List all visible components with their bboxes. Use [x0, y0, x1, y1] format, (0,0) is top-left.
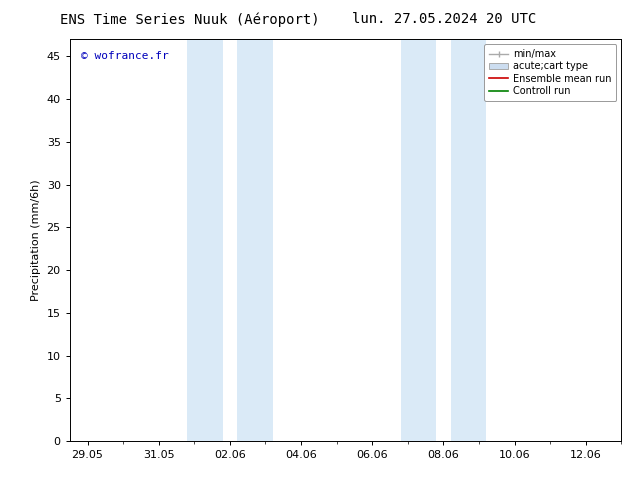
Bar [187, 39, 223, 441]
Y-axis label: Precipitation (mm/6h): Precipitation (mm/6h) [31, 179, 41, 301]
Bar [401, 39, 436, 441]
Legend: min/max, acute;cart type, Ensemble mean run, Controll run: min/max, acute;cart type, Ensemble mean … [484, 44, 616, 101]
Bar [451, 39, 486, 441]
Text: ENS Time Series Nuuk (Aéroport): ENS Time Series Nuuk (Aéroport) [60, 12, 320, 27]
Bar [237, 39, 273, 441]
Text: © wofrance.fr: © wofrance.fr [81, 51, 169, 61]
Text: lun. 27.05.2024 20 UTC: lun. 27.05.2024 20 UTC [352, 12, 536, 26]
